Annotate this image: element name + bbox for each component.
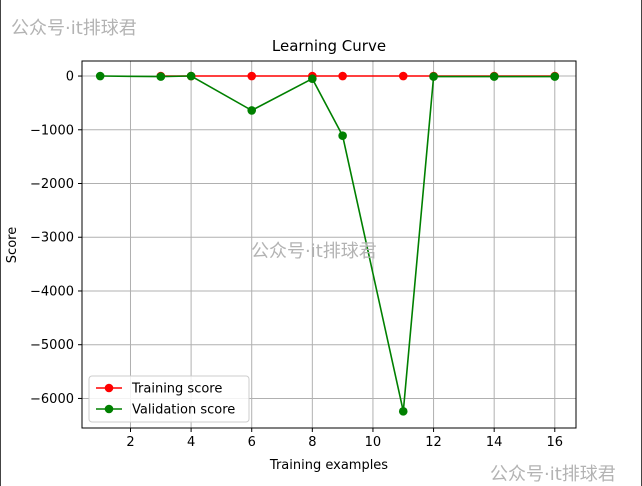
validation-score-point	[550, 72, 560, 81]
x-tick-label: 6	[248, 435, 256, 450]
chart-title: Learning Curve	[272, 37, 386, 55]
x-tick-label: 4	[187, 435, 195, 450]
x-tick-label: 8	[308, 435, 316, 450]
legend: Training score Validation score	[88, 375, 250, 423]
x-axis-label: Training examples	[269, 458, 388, 473]
training-score-point	[247, 71, 257, 81]
validation-score-point	[156, 72, 166, 81]
legend-box	[88, 375, 250, 423]
validation-score-point	[186, 71, 196, 81]
watermark-top-left: 公众号·it排球君	[11, 18, 137, 39]
watermark-center: 公众号·it排球君	[251, 241, 377, 262]
y-tick-label: −3000	[30, 231, 74, 246]
legend-training-score-swatch-marker	[104, 383, 114, 393]
x-tick-label: 2	[126, 435, 134, 450]
validation-score-point	[247, 106, 257, 115]
training-score-point	[398, 71, 408, 81]
legend-training-score-label: Training score	[131, 382, 222, 397]
x-tick-label: 14	[486, 435, 503, 450]
legend-validation-score-swatch-marker	[104, 404, 114, 414]
validation-score-point	[398, 407, 408, 416]
validation-score-point	[338, 131, 347, 140]
validation-score-point	[95, 71, 105, 81]
y-tick-label: −1000	[30, 123, 74, 138]
ticks: 2 4 6 8 10 12 14 16 0 −1000 −2000 −3000 −4000 −5000 −6…	[30, 70, 563, 450]
y-tick-label: 0	[66, 70, 74, 85]
validation-score-line	[100, 75, 555, 412]
watermark-bottom-right: 公众号·it排球君	[490, 464, 616, 485]
y-tick-label: −6000	[30, 392, 74, 407]
y-tick-label: −4000	[30, 284, 74, 299]
training-score-point	[338, 71, 347, 81]
y-axis-label: Score	[5, 227, 20, 263]
x-tick-label: 12	[425, 435, 442, 450]
y-tick-label: −2000	[30, 177, 74, 192]
plot-area-border	[81, 60, 577, 429]
validation-score-point	[489, 72, 499, 81]
validation-score-point	[308, 74, 317, 84]
x-tick-label: 16	[547, 435, 564, 450]
y-tick-label: −5000	[30, 338, 74, 353]
x-tick-label: 10	[365, 435, 382, 450]
legend-validation-score-label: Validation score	[132, 403, 235, 418]
validation-score-point	[429, 72, 438, 81]
series	[95, 71, 560, 416]
